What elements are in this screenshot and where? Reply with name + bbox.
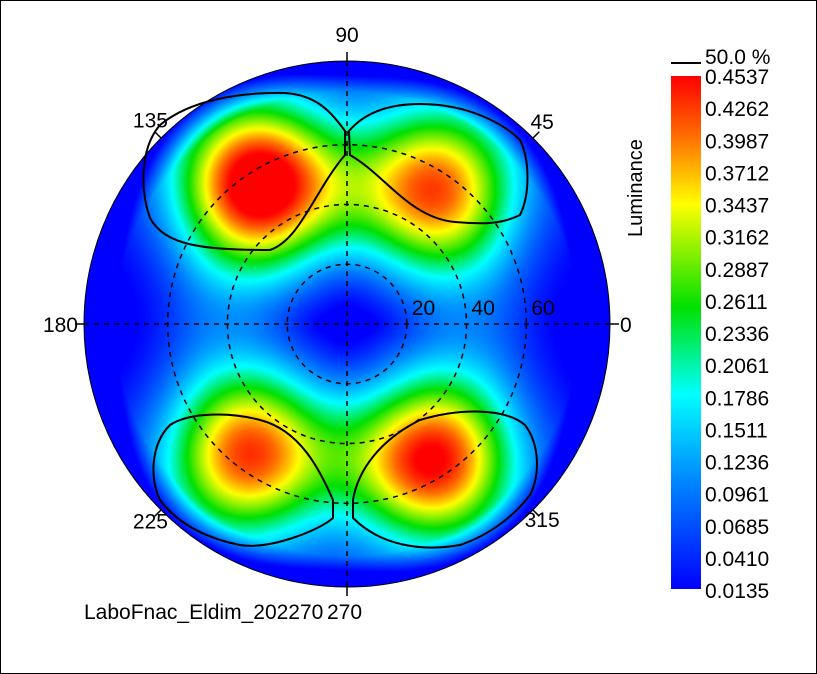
colorbar-tick-label: 0.1786 xyxy=(705,387,769,410)
colorbar-tick-label: 0.0961 xyxy=(705,484,769,507)
colorbar-ticks: 0.4537 0.4262 0.3987 0.3712 0.3437 0.3162 0.28… xyxy=(705,66,769,603)
colorbar-tick-label: 0.3437 xyxy=(705,195,769,218)
angle-label-180: 180 xyxy=(43,314,78,337)
contour-315 xyxy=(352,410,538,549)
colorbar-tick-label: 0.0135 xyxy=(705,580,769,603)
angle-label-270: 270 xyxy=(327,601,362,624)
colorbar-tick-label: 0.4262 xyxy=(705,98,769,121)
colorbar-tick-label: 0.3162 xyxy=(705,227,769,250)
colorbar-tick-label: 0.0410 xyxy=(705,548,769,571)
angle-label-135: 135 xyxy=(133,109,168,132)
colorbar-tick-label: 0.2336 xyxy=(705,323,769,346)
footer-label: LaboFnac_Eldim_202270 xyxy=(84,601,323,624)
colorbar-tick-label: 0.2887 xyxy=(705,259,769,282)
angle-tick-225 xyxy=(154,508,163,517)
colorbar-label: Luminance xyxy=(625,139,647,237)
angle-label-0: 0 xyxy=(620,314,632,337)
colorbar-gradient xyxy=(671,76,701,589)
contour-135 xyxy=(142,91,346,252)
angle-label-315: 315 xyxy=(525,509,560,532)
angle-tick-45 xyxy=(531,131,540,140)
radial-label-60: 60 xyxy=(531,297,554,320)
polar-grid xyxy=(84,61,610,587)
colorbar-tick-label: 0.4537 xyxy=(705,66,769,89)
angle-label-45: 45 xyxy=(530,111,553,134)
colorbar-marker-label: 50.0 % xyxy=(705,46,770,69)
angle-labels: 0 45 90 135 180 225 270 315 xyxy=(43,24,632,624)
angle-label-225: 225 xyxy=(133,511,168,534)
colorbar-tick-label: 0.1236 xyxy=(705,452,769,475)
colorbar-tick-label: 0.2061 xyxy=(705,355,769,378)
colorbar-tick-label: 0.2611 xyxy=(705,291,768,314)
radial-labels: 20 40 60 xyxy=(412,297,555,320)
radial-label-20: 20 xyxy=(412,297,435,320)
contour-45 xyxy=(347,102,529,225)
colorbar-tick-label: 0.3987 xyxy=(705,130,769,153)
contour-225 xyxy=(152,413,334,547)
angle-tick-135 xyxy=(154,131,163,140)
colorbar-tick-label: 0.0685 xyxy=(705,516,769,539)
colorbar: 50.0 % Luminance 0.4537 0.4262 0.3987 0.371… xyxy=(625,46,770,603)
colorbar-tick-label: 0.1511 xyxy=(705,419,768,442)
angle-tick-315 xyxy=(531,508,540,517)
radial-label-40: 40 xyxy=(472,297,495,320)
contour-lines xyxy=(142,91,538,549)
colorbar-tick-label: 0.3712 xyxy=(705,162,769,185)
angle-label-90: 90 xyxy=(335,24,358,47)
